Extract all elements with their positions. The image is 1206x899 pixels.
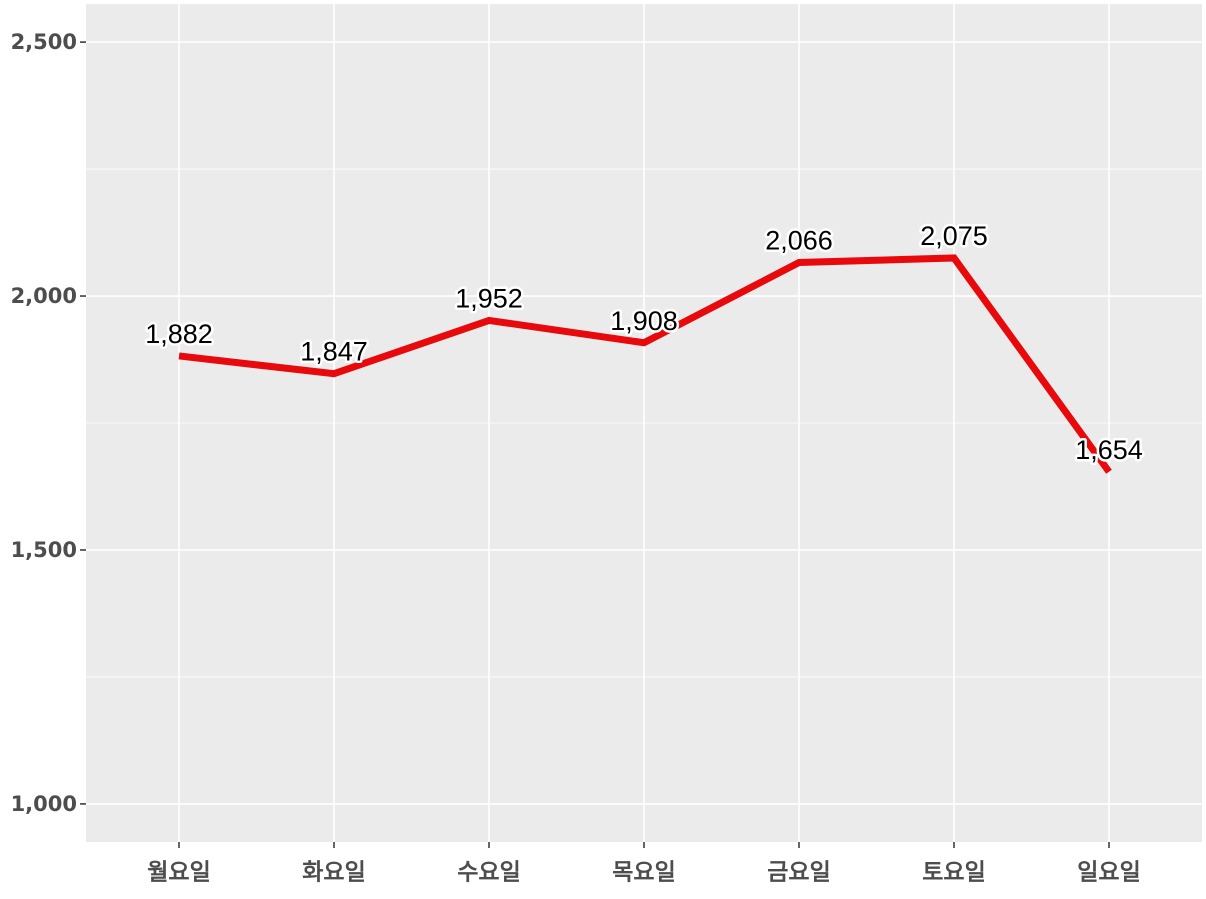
x-tick-label: 월요일 — [147, 860, 210, 886]
x-axis: 월요일 화요일 수요일 목요일 금요일 토요일 일요일 — [147, 842, 1141, 886]
data-labels: 1,882 1,847 1,952 1,908 2,066 2,075 1,654 — [143, 218, 1146, 467]
x-tick-label: 수요일 — [457, 860, 520, 886]
y-tick-label: 1,500 — [11, 538, 77, 562]
series-line — [178, 254, 1112, 474]
data-label: 1,952 — [455, 283, 523, 313]
x-tick-label: 금요일 — [767, 860, 830, 886]
data-label: 1,654 — [1075, 435, 1143, 465]
x-tick-label: 화요일 — [302, 860, 365, 886]
data-label: 1,908 — [610, 306, 678, 336]
data-label: 2,075 — [920, 221, 988, 251]
x-tick-label: 목요일 — [612, 860, 675, 886]
y-tick-label: 1,000 — [11, 792, 77, 816]
data-label: 1,882 — [145, 319, 213, 349]
data-label: 2,066 — [765, 226, 833, 256]
x-tick-label: 일요일 — [1077, 860, 1140, 886]
major-gridlines — [86, 4, 1202, 842]
y-tick-label: 2,500 — [11, 30, 77, 54]
data-label: 1,847 — [300, 337, 368, 367]
y-axis: 1,000 1,500 2,000 2,500 — [11, 30, 86, 816]
y-tick-label: 2,000 — [11, 284, 77, 308]
x-tick-label: 토요일 — [922, 860, 985, 886]
